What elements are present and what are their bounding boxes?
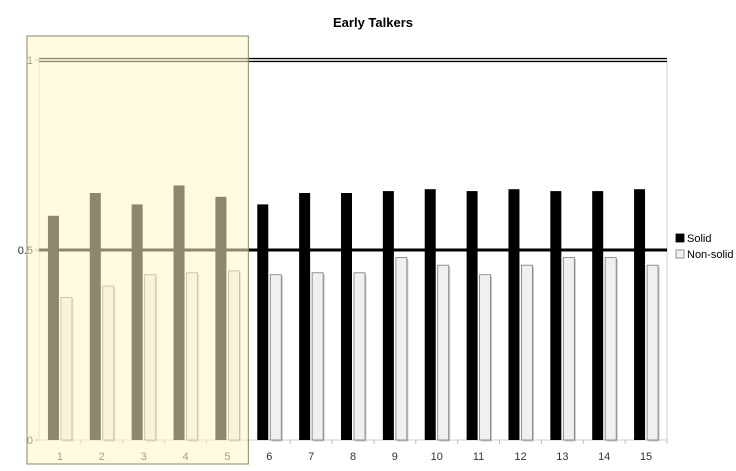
legend-swatch xyxy=(675,249,685,259)
bar-solid xyxy=(634,189,646,440)
bar-non-solid xyxy=(311,272,324,441)
bar-non-solid xyxy=(521,264,533,441)
x-tick-label: 11 xyxy=(473,451,484,463)
x-tick-label: 10 xyxy=(431,451,443,463)
bar-solid xyxy=(299,193,311,440)
chart-title: Early Talkers xyxy=(333,15,413,30)
highlight-region xyxy=(26,35,249,465)
legend-label: Non-solid xyxy=(687,249,733,261)
bar-solid xyxy=(550,191,562,440)
bar-non-solid xyxy=(646,264,659,441)
bar-solid xyxy=(341,193,352,440)
legend: Solid Non-solid xyxy=(675,233,733,261)
x-tick-label: 7 xyxy=(308,451,314,463)
plot-area: 00.51123456789101112131415 xyxy=(18,35,668,465)
bar-non-solid xyxy=(479,274,492,441)
bar-solid xyxy=(424,189,436,440)
bar-non-solid xyxy=(604,257,617,441)
x-tick-label: 12 xyxy=(514,451,526,463)
legend-label: Solid xyxy=(687,233,711,245)
bar-non-solid xyxy=(437,264,450,441)
bar-non-solid xyxy=(395,257,408,441)
bar-solid xyxy=(592,191,604,440)
bar-non-solid xyxy=(353,272,366,441)
bar-solid xyxy=(466,191,478,440)
x-tick-label: 15 xyxy=(640,451,652,463)
bar-solid xyxy=(508,189,520,440)
bar-solid xyxy=(257,204,269,440)
bar-non-solid xyxy=(562,257,575,441)
x-tick-label: 13 xyxy=(556,451,568,463)
bar-non-solid xyxy=(269,274,282,441)
x-tick-label: 9 xyxy=(392,451,398,463)
bar-solid xyxy=(382,191,394,440)
x-tick-label: 8 xyxy=(350,451,356,463)
x-tick-label: 14 xyxy=(598,451,610,463)
x-tick-label: 6 xyxy=(266,451,272,463)
legend-swatch xyxy=(675,233,685,243)
